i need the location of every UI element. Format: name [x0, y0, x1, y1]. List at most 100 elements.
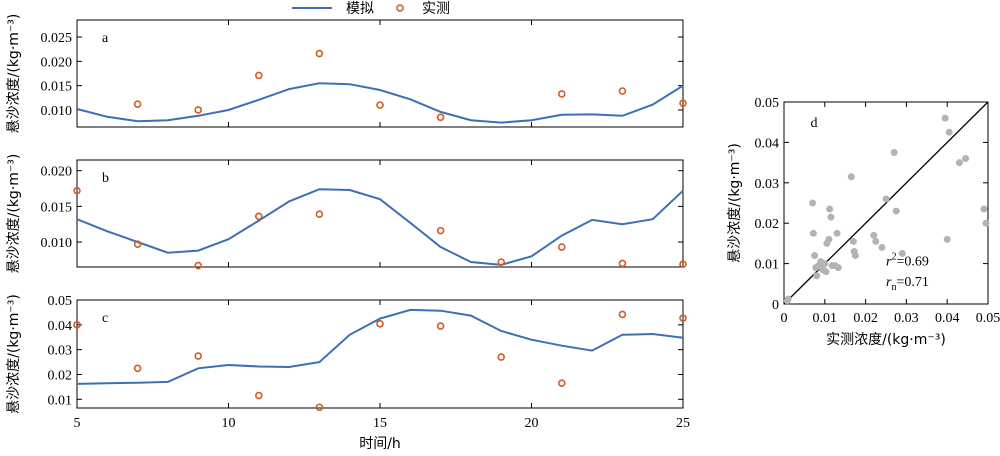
- panel-label: d: [811, 116, 818, 131]
- x-axis-label: 时间/h: [359, 436, 401, 452]
- panel-d: 00 0.01 0.01 0.02 0.02 0.03 0.03 0.04 0.04 0.05 0.…: [727, 96, 1000, 348]
- scatter-point: [825, 235, 833, 243]
- measured-point: [133, 100, 142, 108]
- scatter-point: [834, 264, 842, 272]
- measured-point: [254, 212, 263, 221]
- measured-point: [679, 314, 687, 322]
- scatter-point: [962, 155, 970, 163]
- x-tick-label: 15: [373, 416, 387, 431]
- y-tick-label: 0.03: [48, 344, 73, 359]
- scatter-point: [882, 195, 890, 203]
- scatter-point: [892, 207, 900, 215]
- r2-value: =0.69: [896, 255, 928, 270]
- simulated-line: [76, 188, 684, 266]
- x-axis-label: 实测浓度/(kg·m⁻³): [826, 332, 946, 348]
- measured-point: [557, 90, 566, 98]
- plot-frame: [76, 159, 684, 268]
- measured-point: [315, 403, 324, 412]
- measured-point: [436, 226, 445, 235]
- measured-point: [315, 49, 324, 58]
- x-tick-label: 5: [74, 416, 81, 431]
- y-axis-label: 悬沙浓度/(kg·m⁻³): [6, 294, 22, 414]
- rn-subscript: n: [891, 282, 896, 293]
- measured-point: [618, 259, 627, 268]
- measured-point: [254, 71, 263, 80]
- y-tick-label: 0.025: [41, 31, 73, 46]
- x-tick-label: 10: [222, 416, 236, 431]
- scatter-point: [955, 159, 963, 167]
- panel-c: 5 10 15 20 25 0.01 0.02 0.03 0.04 0.05 悬沙浓度/(kg·m⁻…: [6, 294, 690, 452]
- r2-superscript: 2: [891, 252, 896, 263]
- y-tick-label: 0.01: [755, 258, 780, 273]
- scatter-point: [945, 128, 953, 136]
- x-tick-label: 20: [525, 416, 539, 431]
- y-axis-label: 悬沙浓度/(kg·m⁻³): [727, 143, 743, 263]
- rn-stat: rn=0.71: [886, 275, 929, 293]
- measured-point: [133, 364, 142, 373]
- plot-frame: [76, 299, 684, 409]
- y-tick-label: 0.015: [41, 200, 73, 215]
- x-tick-label: 0: [781, 311, 788, 326]
- y-axis-label: 悬沙浓度/(kg·m⁻³): [6, 154, 22, 274]
- y-tick-label: 0.015: [41, 80, 73, 95]
- measured-point: [73, 186, 81, 195]
- plot-frame: [783, 101, 989, 305]
- scatter-point: [827, 213, 835, 221]
- measured-point: [315, 210, 324, 219]
- y-tick-label: 0.05: [48, 294, 73, 309]
- x-tick-label: 0.03: [894, 311, 919, 326]
- y-tick-label: 0.03: [755, 177, 780, 192]
- legend-marker-label: 实测: [422, 1, 450, 17]
- panel-b: 0.010 0.015 0.020 悬沙浓度/(kg·m⁻³) b: [6, 154, 687, 274]
- scatter-point: [982, 219, 990, 227]
- panel-label: c: [102, 311, 108, 326]
- r2-symbol: r: [886, 255, 892, 270]
- scatter-point: [813, 272, 821, 280]
- scatter-point: [811, 252, 819, 260]
- y-tick-label: 0.04: [48, 319, 73, 334]
- r2-stat: r2=0.69: [886, 252, 929, 270]
- simulated-line: [76, 308, 684, 385]
- y-tick-label: 0.020: [41, 55, 73, 70]
- measured-point: [73, 321, 81, 329]
- measured-point: [254, 391, 263, 400]
- scatter-point: [878, 243, 886, 251]
- rn-value: =0.71: [896, 275, 928, 290]
- measured-point: [194, 352, 202, 360]
- measured-point: [679, 99, 687, 107]
- x-tick-label: 0.05: [976, 311, 1000, 326]
- scatter-point: [821, 260, 829, 268]
- scatter-point: [847, 173, 855, 181]
- scatter-point: [872, 237, 880, 245]
- plot-frame: [76, 19, 684, 128]
- panel-label: a: [102, 31, 109, 46]
- scatter-point: [898, 250, 906, 257]
- measured-point: [376, 320, 384, 328]
- scatter-point: [809, 199, 817, 207]
- y-axis-label: 悬沙浓度/(kg·m⁻³): [6, 14, 22, 134]
- scatter-point: [833, 229, 841, 237]
- measured-point: [194, 106, 202, 114]
- measured-point: [436, 113, 445, 122]
- scatter-point: [890, 149, 898, 156]
- y-tick-label: 0.01: [48, 393, 73, 408]
- y-tick-label: 0.04: [755, 136, 780, 151]
- measured-point: [618, 310, 627, 319]
- y-tick-label: 0.02: [48, 368, 73, 383]
- legend-marker-swatch: [396, 4, 404, 12]
- x-tick-label: 0.04: [935, 311, 960, 326]
- y-tick-label: 0: [772, 298, 779, 313]
- scatter-point: [851, 252, 859, 260]
- measured-point: [679, 260, 687, 268]
- measured-point: [497, 353, 506, 361]
- x-tick-label: 0.02: [853, 311, 878, 326]
- rn-symbol: r: [886, 275, 892, 290]
- scatter-point: [809, 229, 817, 237]
- y-tick-label: 0.05: [755, 96, 780, 111]
- legend-line-label: 模拟: [346, 1, 374, 17]
- measured-point: [497, 258, 506, 266]
- panel-a: 0.010 0.015 0.020 0.025 悬沙浓度/(kg·m⁻³) a: [6, 14, 687, 134]
- scatter-point: [784, 295, 792, 303]
- measured-point: [436, 322, 445, 330]
